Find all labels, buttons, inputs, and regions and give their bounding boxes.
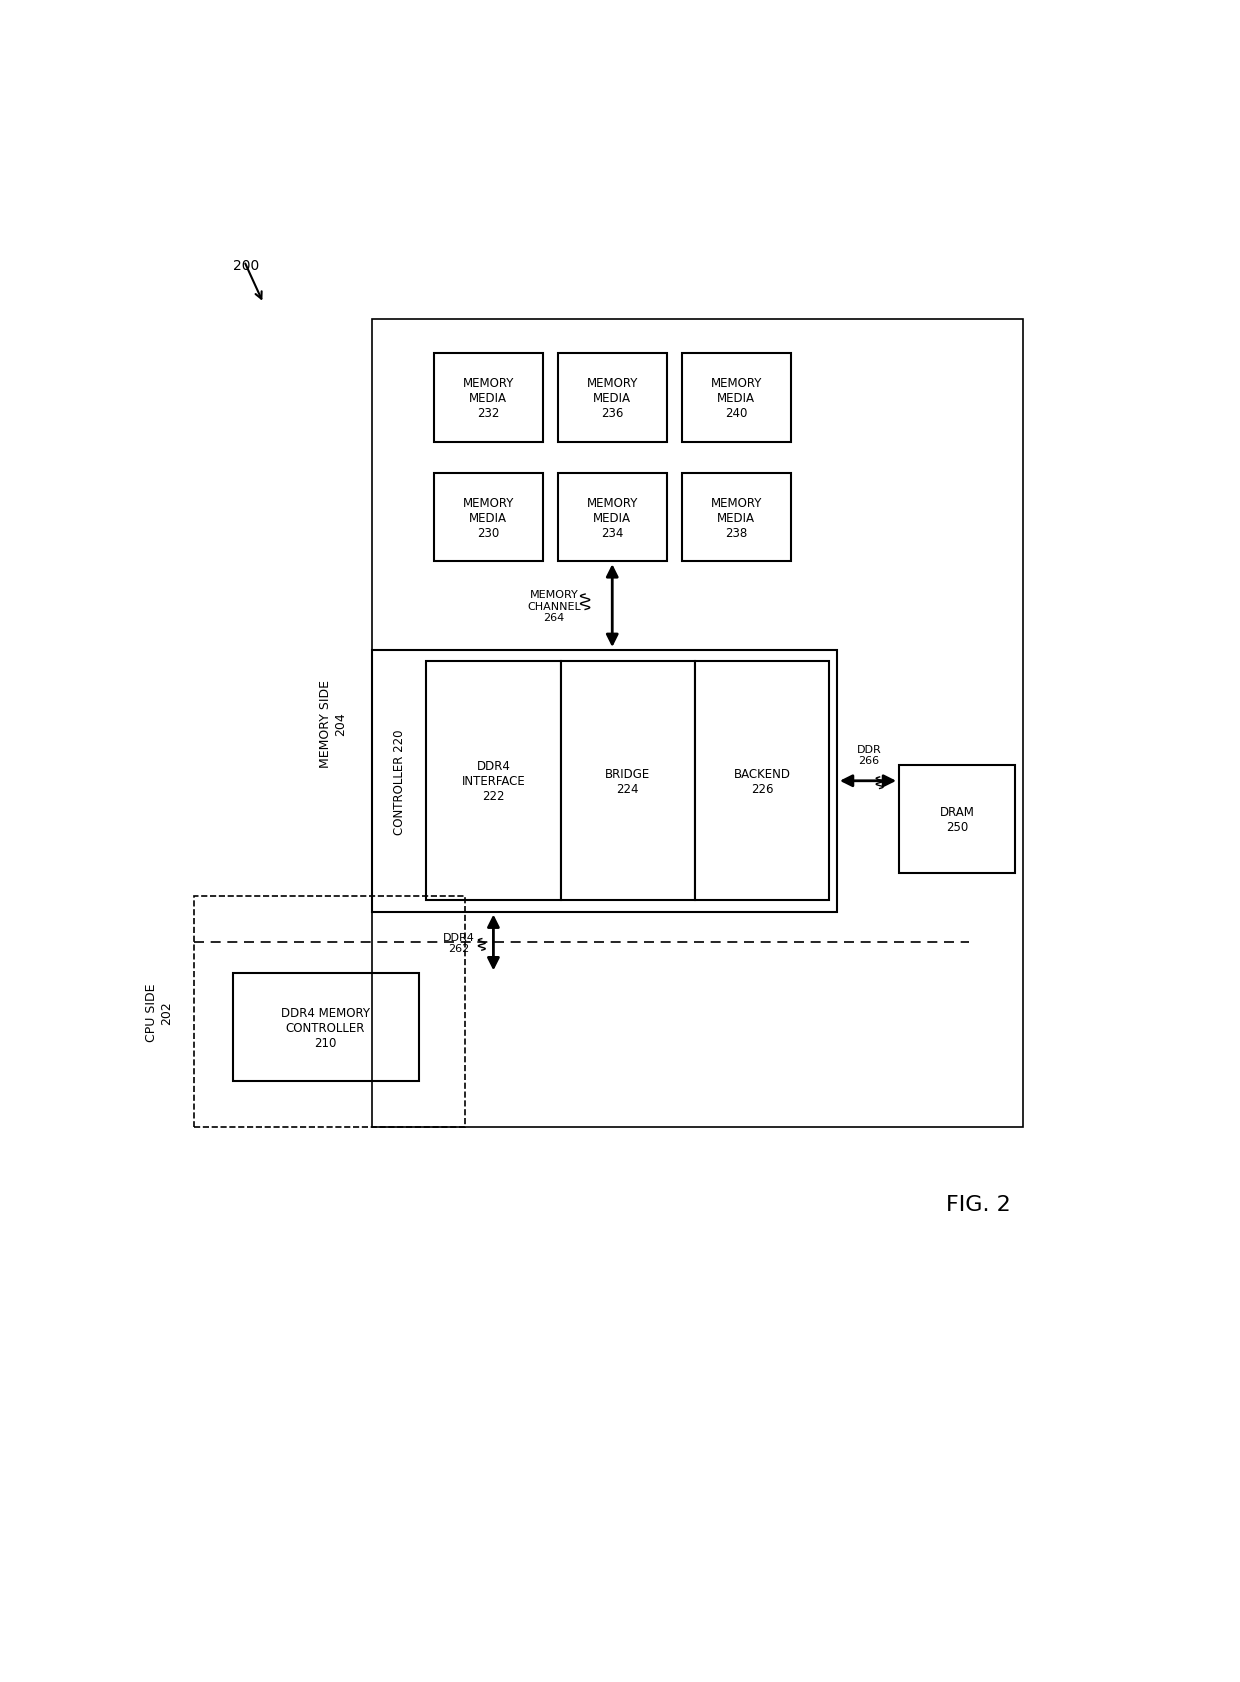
- Text: MEMORY
MEDIA
238: MEMORY MEDIA 238: [711, 496, 761, 540]
- Text: FIG. 2: FIG. 2: [945, 1194, 1011, 1214]
- Bar: [233, 974, 419, 1082]
- Bar: [558, 355, 667, 442]
- Text: DDR4
262: DDR4 262: [443, 932, 475, 954]
- Text: MEMORY
MEDIA
232: MEMORY MEDIA 232: [463, 377, 513, 420]
- Text: DDR
266: DDR 266: [857, 745, 882, 765]
- Bar: [372, 651, 837, 912]
- Bar: [558, 474, 667, 562]
- Text: MEMORY
MEDIA
240: MEMORY MEDIA 240: [711, 377, 761, 420]
- Text: DDR4
INTERFACE
222: DDR4 INTERFACE 222: [461, 760, 526, 802]
- Bar: [434, 355, 543, 442]
- Text: 200: 200: [233, 259, 259, 272]
- Text: BRIDGE
224: BRIDGE 224: [605, 767, 650, 796]
- Text: CPU SIDE
202: CPU SIDE 202: [145, 982, 172, 1041]
- Bar: [560, 663, 694, 900]
- Text: CONTROLLER 220: CONTROLLER 220: [393, 728, 405, 834]
- Bar: [434, 474, 543, 562]
- Bar: [372, 320, 1023, 1127]
- Bar: [899, 765, 1016, 873]
- Text: MEMORY
MEDIA
230: MEMORY MEDIA 230: [463, 496, 513, 540]
- Bar: [694, 663, 830, 900]
- Text: MEMORY
MEDIA
234: MEMORY MEDIA 234: [587, 496, 637, 540]
- Text: MEMORY
MEDIA
236: MEMORY MEDIA 236: [587, 377, 637, 420]
- Text: DDR4 MEMORY
CONTROLLER
210: DDR4 MEMORY CONTROLLER 210: [281, 1006, 370, 1050]
- Bar: [682, 355, 791, 442]
- Text: MEMORY
CHANNEL
264: MEMORY CHANNEL 264: [527, 590, 582, 622]
- Bar: [193, 897, 465, 1127]
- Bar: [682, 474, 791, 562]
- Text: BACKEND
226: BACKEND 226: [734, 767, 791, 796]
- Text: DRAM
250: DRAM 250: [940, 806, 975, 834]
- Text: MEMORY SIDE
204: MEMORY SIDE 204: [319, 680, 347, 767]
- Bar: [427, 663, 560, 900]
